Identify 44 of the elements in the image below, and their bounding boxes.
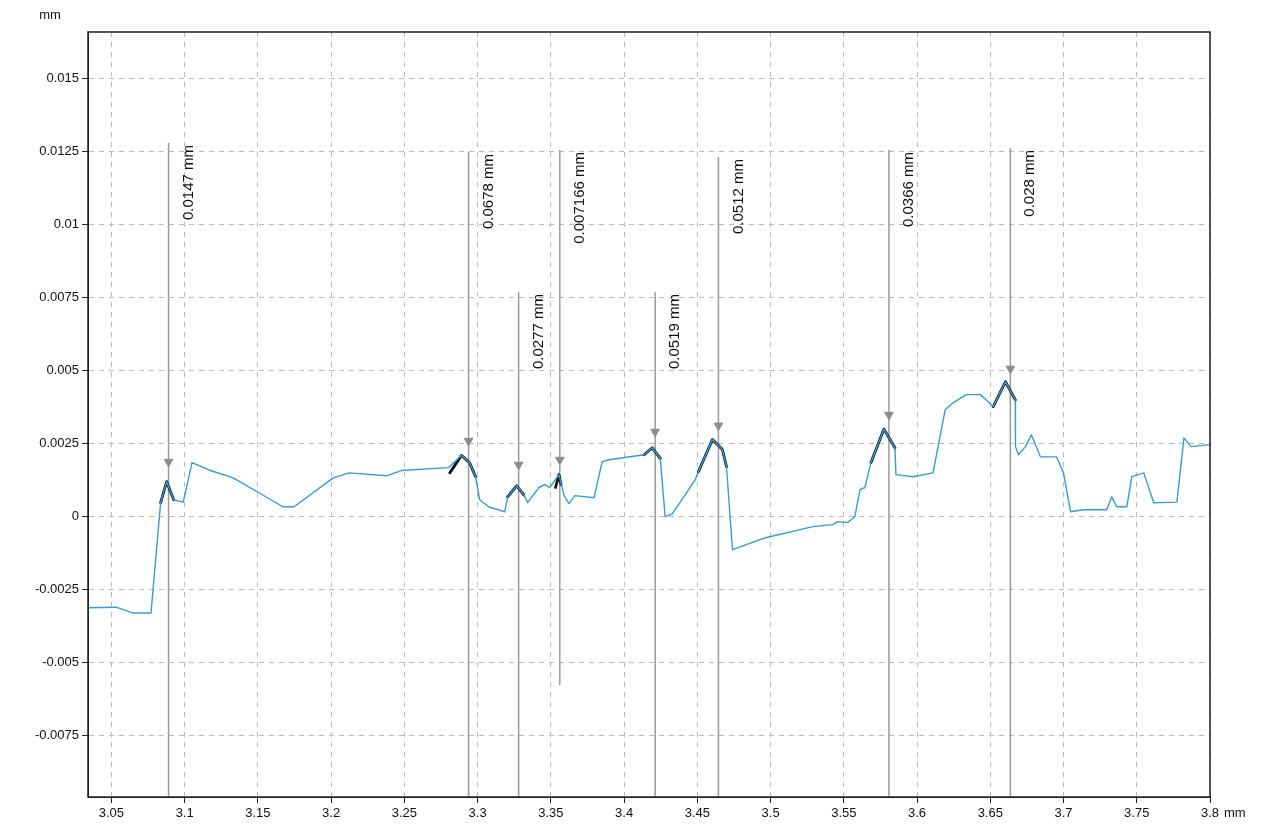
x-tick-label: 3.6	[908, 805, 927, 821]
x-tick-label: 3.05	[98, 805, 125, 821]
x-tick-label: 3.5	[761, 805, 780, 821]
y-tick-label: -0.005	[42, 654, 79, 670]
x-tick-label: 3.65	[977, 805, 1003, 821]
x-tick-label: 3.25	[391, 805, 418, 821]
x-tick-label: 3.45	[684, 805, 710, 821]
y-tick-label: 0.0025	[39, 435, 79, 451]
y-tick-label: 0.0075	[39, 289, 79, 305]
x-tick-label: 3.8	[1200, 805, 1220, 821]
x-tick-label: 3.35	[538, 805, 564, 821]
y-tick-label: 0	[71, 508, 79, 524]
ref-line-label: 0.007166 mm	[569, 152, 587, 244]
y-tick-label: -0.0075	[34, 727, 79, 743]
x-tick-label: 3.4	[615, 805, 634, 821]
x-tick-label: 3.1	[175, 805, 194, 821]
y-tick-label: 0.015	[46, 70, 79, 86]
point	[1005, 365, 1016, 375]
ref-line-label: 0.0512 mm	[728, 159, 746, 235]
point	[713, 422, 724, 432]
ref-line-label: 0.0678 mm	[478, 154, 496, 230]
ref-line-label: 0.0366 mm	[899, 152, 917, 228]
x-tick-label: 3.3	[468, 805, 487, 821]
y-tick-label: 0.005	[46, 362, 79, 378]
point	[163, 458, 174, 468]
x-axis-title: mm	[1224, 805, 1246, 821]
x-tick-label: 3.55	[831, 805, 857, 821]
point	[463, 437, 474, 447]
x-tick-label: 3.75	[1124, 805, 1150, 821]
x-tick-label: 3.15	[245, 805, 271, 821]
y-tick-label: 0.0125	[39, 143, 79, 159]
point	[554, 456, 565, 466]
y-axis-title: mm	[39, 7, 61, 23]
ref-line-label: 0.028 mm	[1020, 150, 1038, 217]
ref-line-label: 0.0519 mm	[665, 294, 683, 370]
ref-line-label: 0.0147 mm	[178, 145, 196, 221]
point	[650, 428, 660, 438]
point	[884, 411, 894, 421]
x-tick-label: 3.7	[1054, 805, 1073, 821]
y-tick-label: -0.0025	[34, 581, 79, 597]
point	[513, 461, 524, 471]
y-tick-label: 0.01	[53, 216, 79, 232]
x-tick-label: 3.2	[322, 805, 341, 821]
ref-line-label: 0.0277 mm	[528, 294, 546, 370]
